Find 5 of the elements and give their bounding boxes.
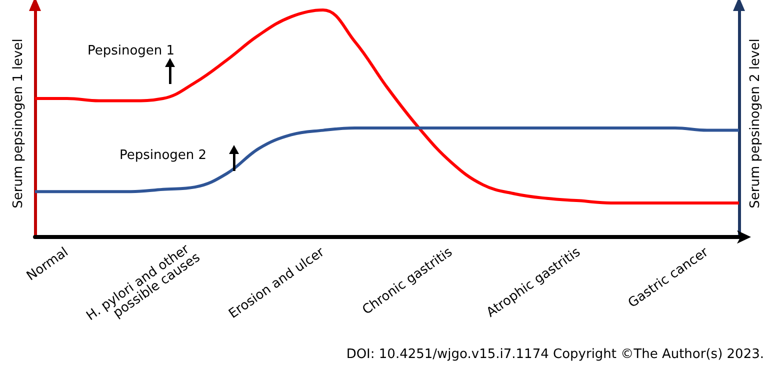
y-axis-title: Serum pepsinogen 1 level bbox=[11, 38, 26, 208]
text: DOI: 10.4251/wjgo.v15.i7.1174 Copyright ©The Author(s) 2023. bbox=[346, 347, 764, 362]
series-label: Pepsinogen 2 bbox=[119, 148, 207, 163]
text: Pepsinogen 1 bbox=[87, 43, 175, 58]
y2-axis-title: Serum pepsinogen 2 level bbox=[748, 38, 763, 208]
